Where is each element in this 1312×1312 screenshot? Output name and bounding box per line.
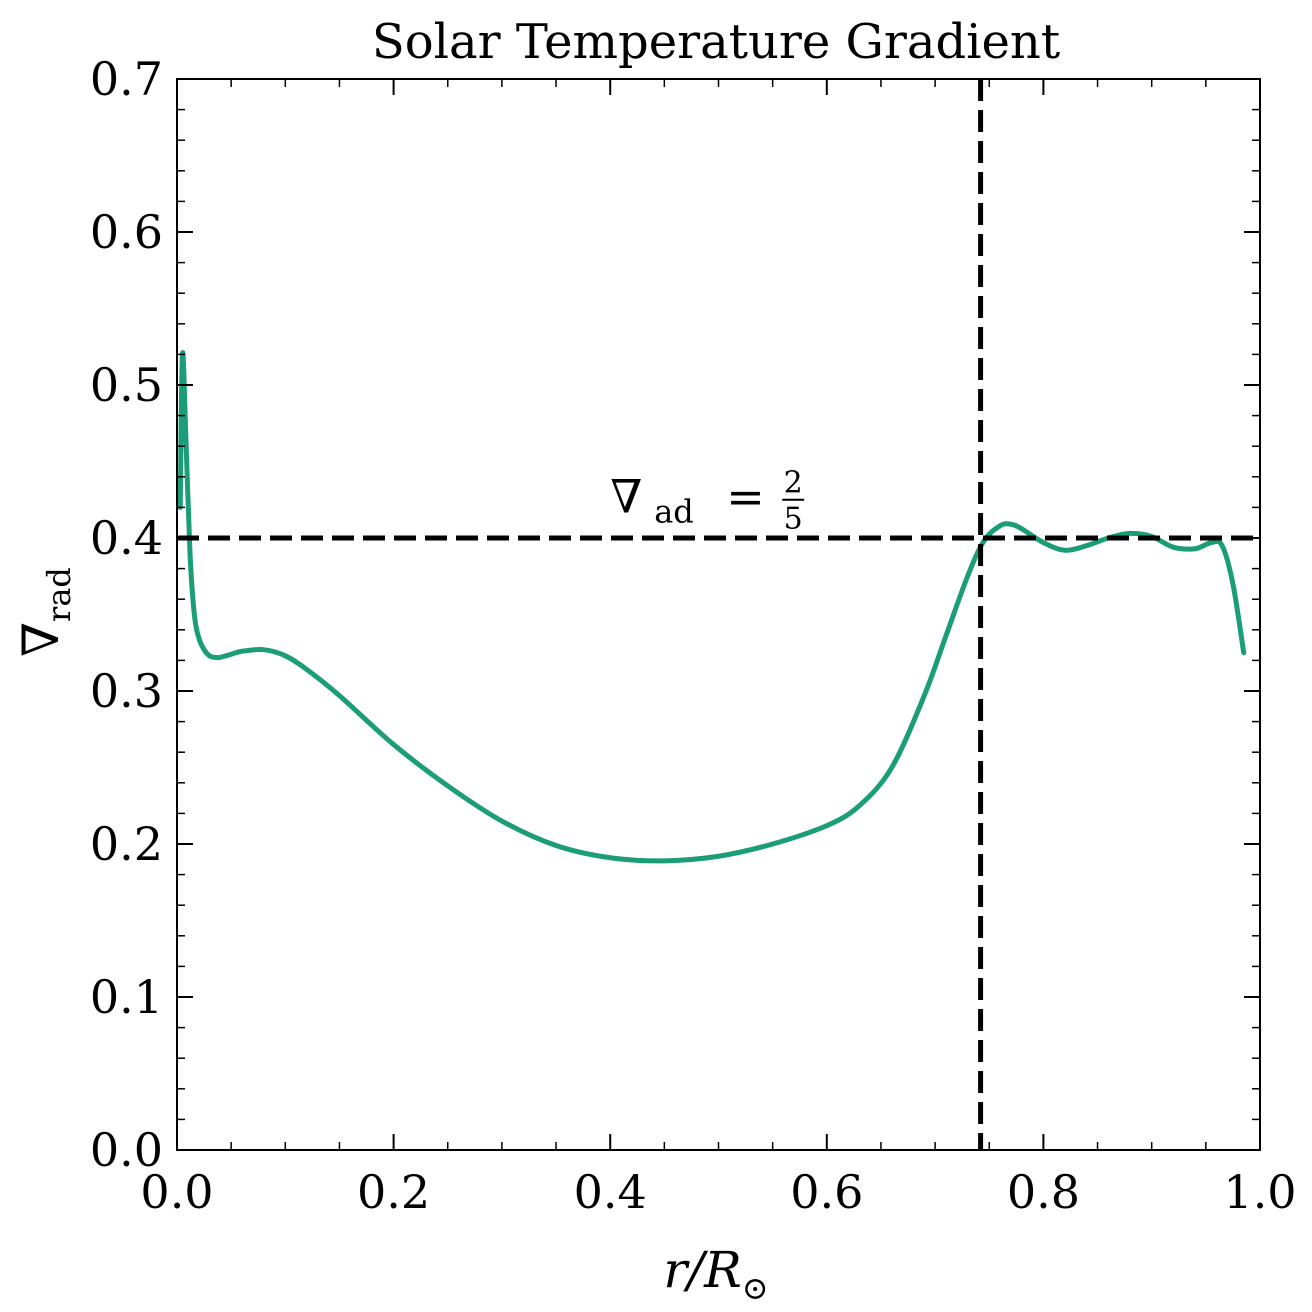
x-axis-label-sub: ⊙ bbox=[742, 1269, 769, 1307]
y-tick-label-0: 0.0 bbox=[90, 1123, 163, 1177]
chart-title-text: Solar Temperature Gradient bbox=[372, 14, 1060, 70]
annotation-sub: ad bbox=[654, 493, 694, 531]
y-tick-label-7: 0.7 bbox=[90, 52, 163, 106]
plot-area bbox=[176, 78, 1261, 1151]
x-tick-label-5: 1.0 bbox=[1223, 1165, 1296, 1219]
annotation-denominator: 5 bbox=[784, 502, 803, 537]
plot-frame bbox=[176, 78, 1261, 1151]
y-tick-label-5: 0.5 bbox=[90, 358, 163, 412]
x-tick-label-0: 0.0 bbox=[140, 1165, 213, 1219]
x-axis-label: r/R⊙ bbox=[663, 1241, 768, 1307]
y-axis-label-sub: rad bbox=[40, 567, 78, 622]
annotation-equals: = bbox=[726, 470, 765, 524]
svg-text:∇rad: ∇rad bbox=[12, 567, 78, 657]
annotation-numerator: 2 bbox=[784, 466, 803, 501]
y-tick-label-2: 0.2 bbox=[90, 817, 163, 871]
y-tick-label-4: 0.4 bbox=[90, 511, 163, 565]
x-tick-label-3: 0.6 bbox=[790, 1165, 863, 1219]
y-tick-label-1: 0.1 bbox=[90, 970, 163, 1024]
series-line-0 bbox=[177, 350, 1247, 864]
tick-labels: 0.0 0.2 0.4 0.6 0.8 1.0 0.0 0.1 0.2 0.3 0.4 0.5 0.6 0… bbox=[90, 52, 1297, 1219]
annotation-main: ∇ bbox=[610, 470, 642, 524]
x-axis-label-main: r/R bbox=[663, 1241, 741, 1299]
y-tick-label-6: 0.6 bbox=[90, 205, 163, 259]
annotation-nabla-ad: ∇ ad = 2 5 bbox=[610, 466, 805, 537]
axis-ticks bbox=[176, 78, 1261, 1151]
x-tick-label-1: 0.2 bbox=[357, 1165, 430, 1219]
svg-text:r/R⊙: r/R⊙ bbox=[663, 1241, 768, 1307]
chart-title: Solar Temperature Gradient bbox=[372, 14, 1060, 70]
y-tick-label-3: 0.3 bbox=[90, 664, 163, 718]
y-axis-label-main: ∇ bbox=[12, 622, 70, 657]
x-tick-label-2: 0.4 bbox=[574, 1165, 647, 1219]
x-tick-label-4: 0.8 bbox=[1007, 1165, 1080, 1219]
y-axis-label: ∇rad bbox=[12, 567, 78, 657]
